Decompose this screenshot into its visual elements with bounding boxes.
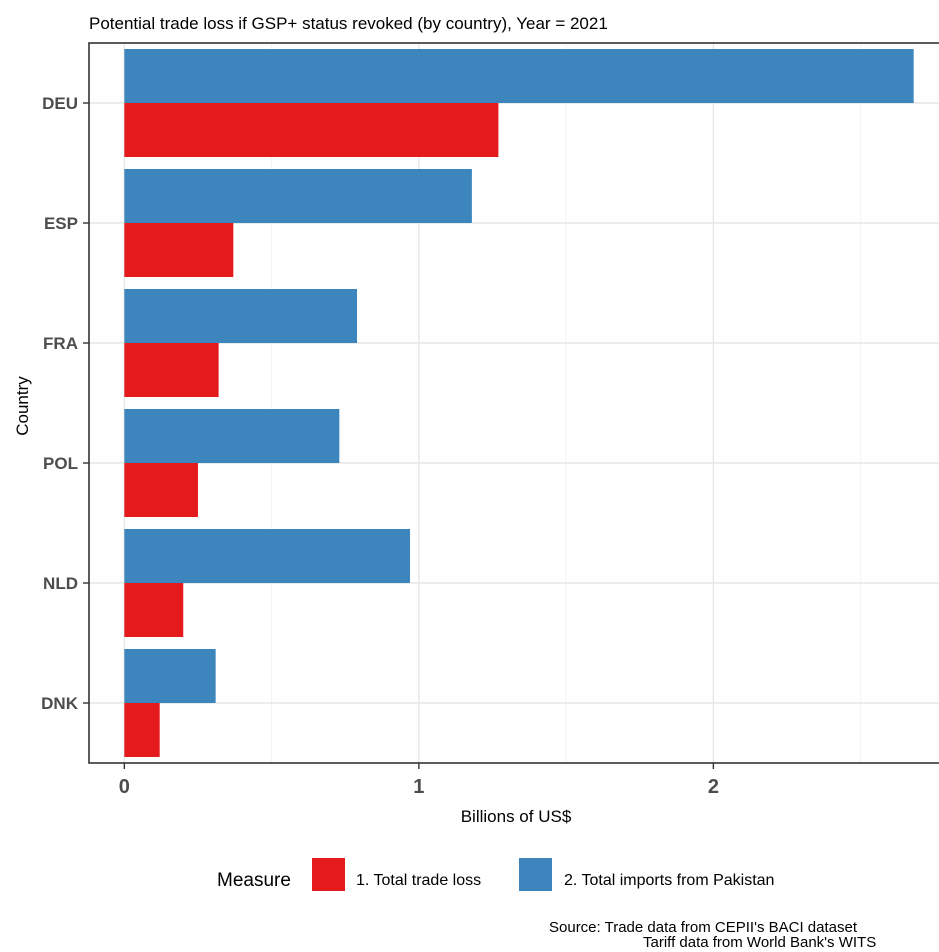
bar-trade-loss-pol: [124, 463, 198, 517]
bar-imports-pol: [124, 409, 340, 463]
bar-imports-fra: [124, 289, 358, 343]
x-tick-label: 1: [413, 776, 424, 798]
y-tick-label: POL: [43, 454, 78, 473]
bar-imports-deu: [124, 49, 914, 103]
y-tick-label: DNK: [41, 694, 79, 713]
y-axis: DEU ESP FRA POL NLD DNK: [41, 94, 89, 713]
x-tick-label: 0: [119, 776, 130, 798]
bar-imports-dnk: [124, 649, 216, 703]
y-tick-label: NLD: [43, 574, 78, 593]
plot-panel-border: [88, 42, 939, 764]
caption-line-1: Source: Trade data from CEPII's BACI dat…: [549, 919, 858, 936]
bar-trade-loss-fra: [124, 343, 219, 397]
chart-title: Potential trade loss if GSP+ status revo…: [89, 14, 608, 33]
y-axis-title: Country: [13, 376, 32, 436]
legend-key-2: [519, 858, 552, 891]
bar-trade-loss-nld: [124, 583, 184, 637]
bar-trade-loss-dnk: [124, 703, 160, 757]
bar-imports-nld: [124, 529, 411, 583]
legend-title: Measure: [217, 870, 291, 891]
x-tick-label: 2: [708, 776, 719, 798]
x-axis: 0 1 2: [119, 763, 719, 798]
x-axis-title: Billions of US$: [461, 807, 572, 826]
caption-line-2: Tariff data from World Bank's WITS: [643, 934, 876, 951]
bar-trade-loss-deu: [124, 103, 499, 157]
legend: Measure 1. Total trade loss 2. Total impo…: [217, 858, 774, 891]
y-tick-label: DEU: [42, 94, 78, 113]
y-tick-label: FRA: [43, 334, 78, 353]
bar-trade-loss-esp: [124, 223, 234, 277]
y-tick-label: ESP: [44, 214, 78, 233]
bar-imports-esp: [124, 169, 472, 223]
legend-label-2: 2. Total imports from Pakistan: [564, 872, 774, 889]
bars: [124, 49, 914, 757]
legend-key-1: [312, 858, 345, 891]
legend-label-1: 1. Total trade loss: [356, 872, 481, 889]
